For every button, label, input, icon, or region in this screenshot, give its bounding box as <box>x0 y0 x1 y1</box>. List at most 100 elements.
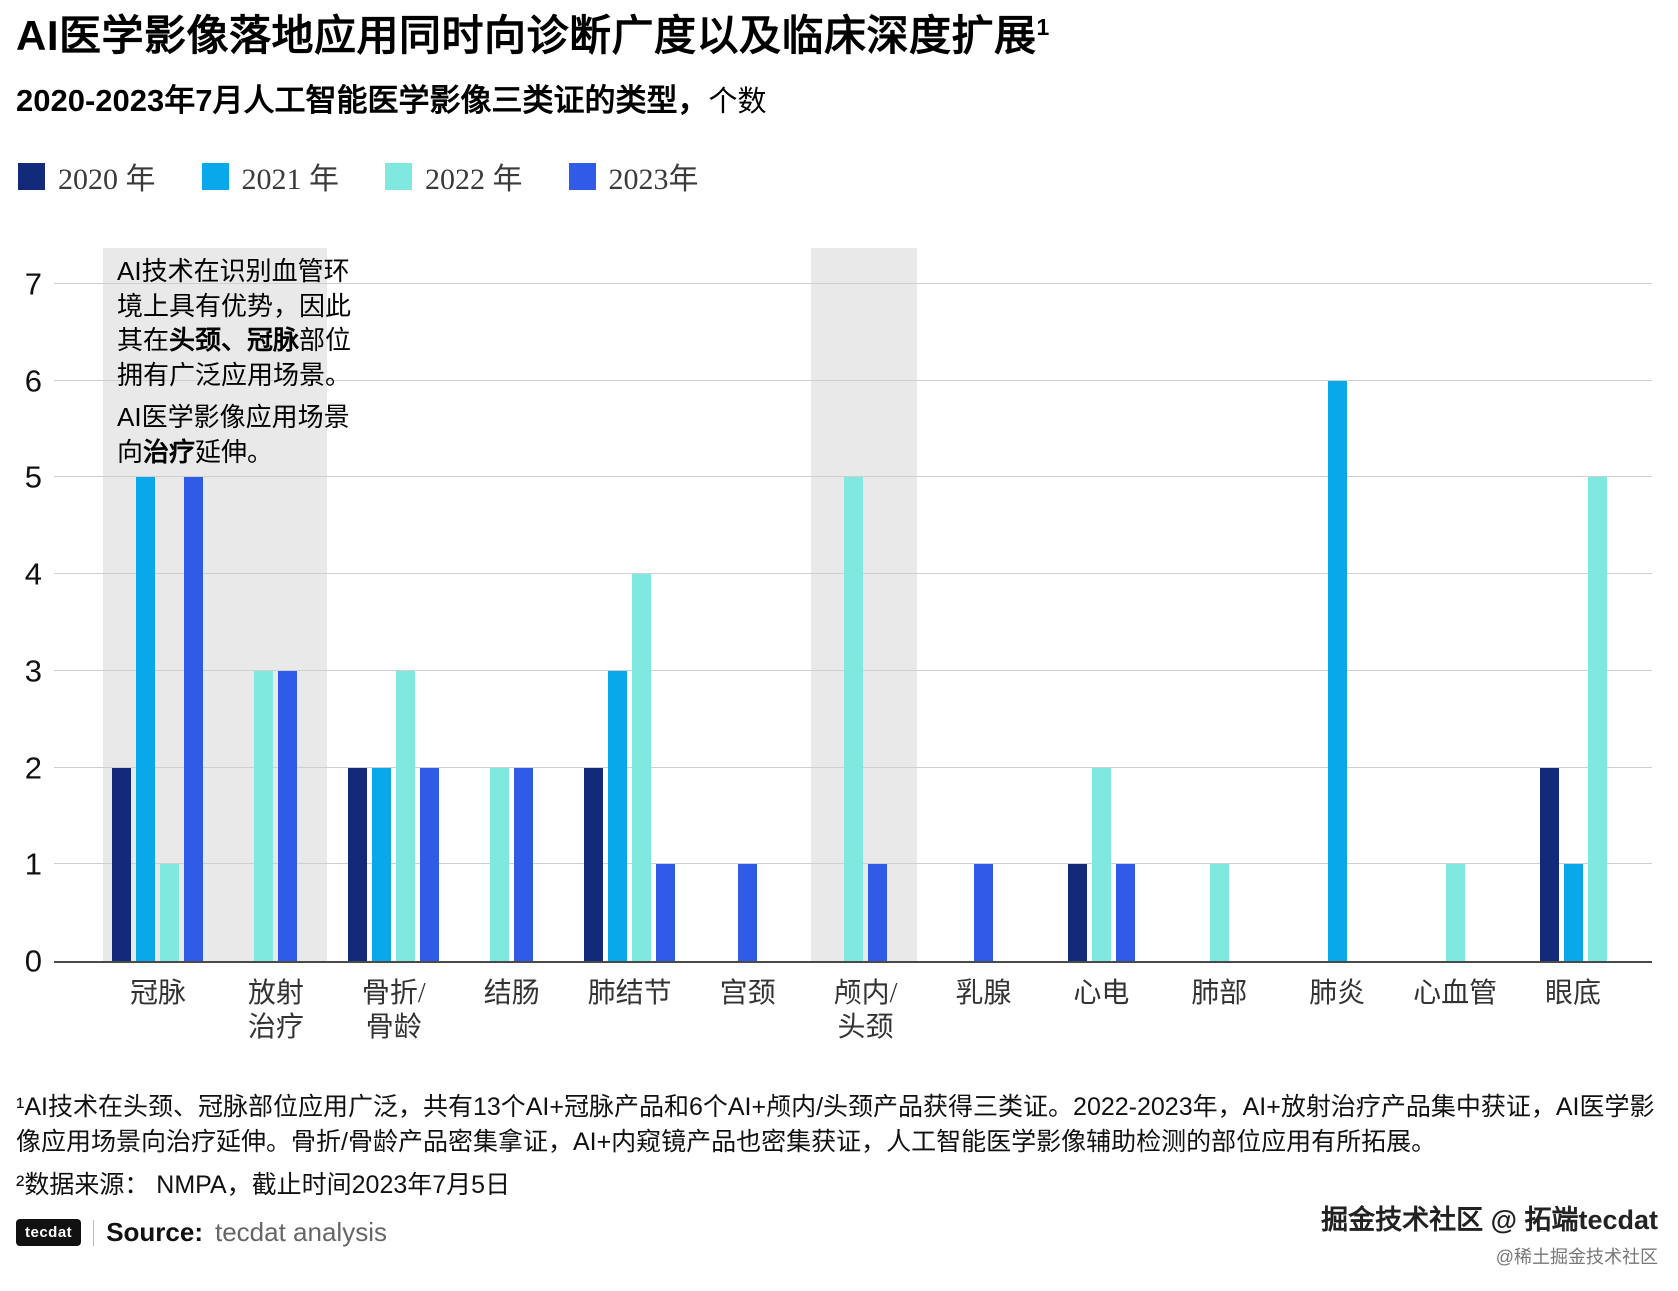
subtitle-main: 2020-2023年7月人工智能医学影像三类证的类型， <box>16 83 709 119</box>
bar-group-10 <box>1160 248 1278 962</box>
bar <box>1539 767 1559 962</box>
annotation-text: AI医学影像应用场景向 <box>117 402 350 467</box>
gridline-7 <box>54 282 1652 284</box>
bar <box>490 767 510 962</box>
bar <box>1327 380 1347 962</box>
bar <box>1091 767 1111 962</box>
bar <box>160 864 180 962</box>
tecdat-logo: tecdat <box>16 1219 82 1247</box>
source-row: tecdat Source: tecdat analysis <box>16 1217 1678 1248</box>
annotation-text: AI技术在识别血管环境上具有优势，因此其在 <box>117 256 352 356</box>
y-tick-label-4: 4 <box>24 556 42 592</box>
title-text: AI医学影像落地应用同时向诊断广度以及临床深度扩展 <box>16 12 1037 59</box>
subtitle-unit: 个数 <box>708 86 767 119</box>
y-tick-label-2: 2 <box>24 750 42 786</box>
x-axis-label-11: 肺炎 <box>1309 978 1366 1010</box>
legend: 2020 年 2021 年 2022 年 2023年 <box>18 154 1678 198</box>
bar <box>1209 864 1229 962</box>
source-value: tecdat analysis <box>215 1217 387 1248</box>
bar <box>420 767 440 962</box>
bar <box>738 864 758 962</box>
bar <box>1563 864 1583 962</box>
bar-group-6 <box>689 248 807 962</box>
bar-group-3 <box>335 248 453 962</box>
y-tick-label-1: 1 <box>24 846 42 882</box>
legend-item-2022年: 2022 年 <box>385 154 523 198</box>
annotation-paragraph-2: AI医学影像应用场景向治疗延伸。 <box>117 400 357 469</box>
watermark-line1: 掘金技术社区 @ 拓端tecdat <box>1321 1205 1658 1235</box>
bar <box>584 767 604 962</box>
annotation: AI技术在识别血管环境上具有优势，因此其在头颈、冠脉部位拥有广泛应用场景。 AI医… <box>117 254 357 477</box>
footnotes: ¹AI技术在头颈、冠脉部位应用广泛，共有13个AI+冠脉产品和6个AI+颅内/头… <box>16 1090 1662 1203</box>
watermark-line2: @稀土掘金技术社区 <box>1495 1247 1658 1267</box>
bar <box>973 864 993 962</box>
bar <box>348 767 368 962</box>
legend-swatch-icon <box>568 162 596 190</box>
annotation-bold-text: 治疗 <box>143 436 196 467</box>
legend-label: 2021 年 <box>241 163 340 197</box>
x-axis-label-9: 心电 <box>1073 978 1130 1010</box>
plot-area: AI技术在识别血管环境上具有优势，因此其在头颈、冠脉部位拥有广泛应用场景。 AI医… <box>54 248 1652 964</box>
y-tick-label-7: 7 <box>24 266 42 302</box>
legend-swatch-icon <box>18 162 45 190</box>
y-axis: 0 1 2 3 4 5 6 7 <box>8 248 54 976</box>
page-title: AI医学影像落地应用同时向诊断广度以及临床深度扩展1 <box>16 12 1660 59</box>
annotation-text: 部位拥有广泛应用场景。 <box>117 325 352 390</box>
source-label: Source: <box>106 1217 203 1248</box>
bar <box>136 477 156 962</box>
x-axis-label-10: 肺部 <box>1191 978 1248 1010</box>
bar-group-12 <box>1396 248 1514 962</box>
x-axis-labels: 冠脉 放射 治疗 骨折/ 骨龄 结肠 肺结节 宫颈 颅内/ 头颈 乳腺 心电 肺部 肺炎 心血管 眼底 <box>54 977 1652 1044</box>
bar-group-11 <box>1278 248 1396 962</box>
header: AI医学影像落地应用同时向诊断广度以及临床深度扩展1 2020-2023年7月人… <box>0 0 1678 120</box>
bar-group-9 <box>1042 248 1160 962</box>
legend-label: 2022 年 <box>425 163 523 197</box>
bar-group-1 <box>99 248 217 962</box>
legend-swatch-icon <box>385 162 412 190</box>
bar-group-7 <box>807 248 925 962</box>
x-axis-label-13: 眼底 <box>1545 978 1602 1010</box>
x-axis-label-4: 结肠 <box>483 978 540 1010</box>
annotation-bold-text: 头颈、冠脉 <box>169 325 300 356</box>
annotation-paragraph-1: AI技术在识别血管环境上具有优势，因此其在头颈、冠脉部位拥有广泛应用场景。 <box>117 254 357 392</box>
x-axis-label-5: 肺结节 <box>587 978 672 1010</box>
y-tick-label-0: 0 <box>24 943 42 979</box>
legend-item-2020年: 2020 年 <box>18 154 156 198</box>
x-axis-label-8: 乳腺 <box>955 978 1012 1010</box>
gridline-6 <box>54 379 1652 381</box>
bar <box>843 477 863 962</box>
annotation-text: 延伸。 <box>195 436 274 467</box>
bar-group-8 <box>924 248 1042 962</box>
legend-item-2023年: 2023年 <box>568 154 699 198</box>
y-tick-label-3: 3 <box>24 653 42 689</box>
bar <box>112 767 132 962</box>
x-axis-label-2: 放射 治疗 <box>247 978 304 1043</box>
bar <box>867 864 887 962</box>
bar <box>254 670 274 962</box>
bar <box>1115 864 1135 962</box>
watermark: 掘金技术社区 @ 拓端tecdat @稀土掘金技术社区 <box>1321 1198 1658 1269</box>
gridline-5 <box>54 476 1652 478</box>
bar <box>372 767 392 962</box>
legend-label: 2023年 <box>608 163 699 197</box>
bar-groups <box>54 248 1652 962</box>
y-tick-label-6: 6 <box>24 363 42 399</box>
bar-group-2 <box>217 248 335 962</box>
footnote-1: ¹AI技术在头颈、冠脉部位应用广泛，共有13个AI+冠脉产品和6个AI+颅内/头… <box>16 1093 1655 1157</box>
chart-subtitle: 2020-2023年7月人工智能医学影像三类证的类型，个数 <box>16 75 1660 120</box>
legend-item-2021年: 2021 年 <box>201 154 340 198</box>
bar <box>632 574 652 962</box>
source-divider <box>93 1219 95 1246</box>
legend-label: 2020 年 <box>58 163 156 197</box>
x-axis-label-7: 颅内/ 头颈 <box>833 978 898 1043</box>
bar-group-4 <box>453 248 571 962</box>
footnote-2: ²数据来源： NMPA，截止时间2023年7月5日 <box>16 1171 511 1200</box>
highlight-band-2 <box>811 248 917 962</box>
bar <box>278 670 298 962</box>
x-axis-label-1: 冠脉 <box>129 978 186 1010</box>
bar <box>1587 477 1607 962</box>
bar <box>608 670 628 962</box>
bar <box>1445 864 1465 962</box>
x-axis-label-3: 骨折/ 骨龄 <box>361 978 426 1043</box>
bar <box>396 670 416 962</box>
